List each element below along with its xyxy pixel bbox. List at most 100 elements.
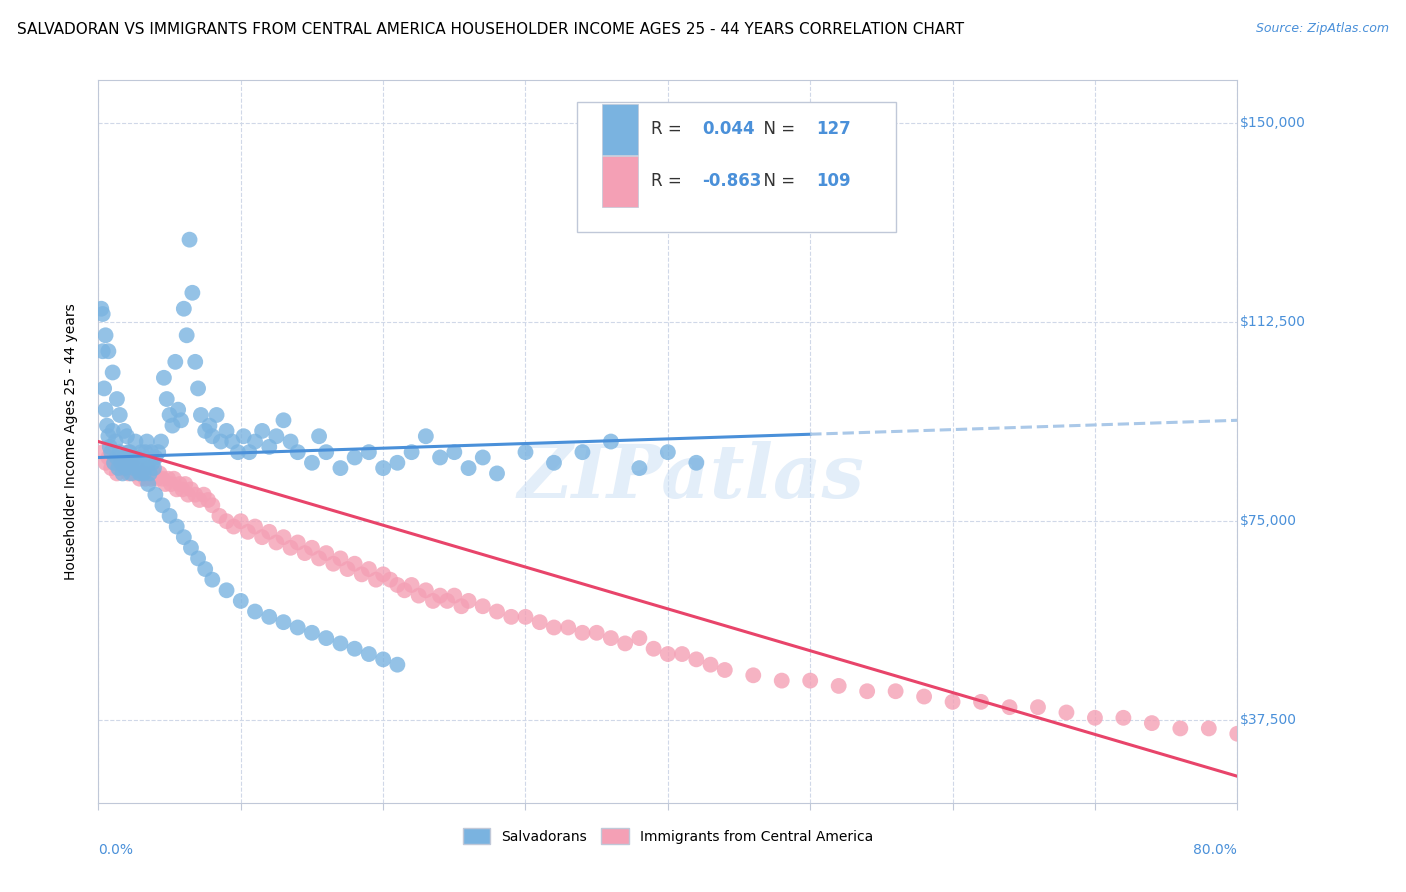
Point: [91, 445, 114, 459]
Point: [97, 450, 120, 465]
Point: [136, 477, 159, 491]
Point: [232, 429, 254, 443]
Point: [970, 695, 993, 709]
Text: SALVADORAN VS IMMIGRANTS FROM CENTRAL AMERICA HOUSEHOLDER INCOME AGES 25 - 44 YE: SALVADORAN VS IMMIGRANTS FROM CENTRAL AM…: [17, 22, 965, 37]
Point: [131, 456, 153, 470]
Point: [149, 467, 172, 481]
Point: [153, 371, 176, 385]
Point: [184, 488, 207, 502]
Point: [742, 668, 765, 682]
Point: [343, 641, 366, 656]
Point: [163, 472, 186, 486]
Point: [124, 456, 146, 470]
Point: [884, 684, 907, 698]
Point: [139, 472, 162, 486]
Point: [912, 690, 935, 704]
Text: Source: ZipAtlas.com: Source: ZipAtlas.com: [1256, 22, 1389, 36]
Point: [197, 493, 219, 508]
Text: N =: N =: [754, 120, 800, 138]
Point: [1084, 711, 1107, 725]
Point: [273, 615, 295, 630]
Point: [156, 392, 179, 406]
Text: $75,000: $75,000: [1240, 514, 1296, 528]
Text: 127: 127: [815, 120, 851, 138]
Point: [132, 467, 155, 481]
Point: [387, 657, 409, 672]
Point: [315, 631, 337, 645]
Point: [215, 424, 238, 438]
Point: [394, 583, 416, 598]
Point: [308, 551, 330, 566]
Text: 109: 109: [815, 172, 851, 190]
Point: [94, 402, 117, 417]
Point: [131, 467, 153, 481]
Point: [628, 461, 651, 475]
Text: 0.044: 0.044: [702, 120, 755, 138]
Point: [600, 434, 623, 449]
Point: [315, 546, 337, 560]
Point: [90, 301, 112, 316]
Point: [770, 673, 793, 688]
Point: [142, 461, 165, 475]
Point: [114, 461, 136, 475]
Point: [181, 285, 204, 300]
Point: [121, 450, 143, 465]
Point: [98, 440, 121, 454]
Point: [998, 700, 1021, 714]
Point: [266, 535, 288, 549]
Point: [628, 631, 651, 645]
Point: [129, 445, 152, 459]
Point: [201, 498, 224, 512]
Point: [129, 467, 152, 481]
Point: [136, 456, 159, 470]
Point: [120, 467, 142, 481]
Point: [329, 636, 352, 650]
Point: [429, 589, 451, 603]
Point: [229, 594, 252, 608]
Point: [280, 434, 302, 449]
Point: [128, 467, 150, 481]
Point: [174, 477, 197, 491]
Point: [108, 445, 131, 459]
Point: [91, 307, 114, 321]
Point: [308, 429, 330, 443]
Point: [243, 519, 266, 533]
Point: [856, 684, 879, 698]
Point: [155, 477, 177, 491]
Point: [120, 456, 142, 470]
Point: [112, 450, 135, 465]
Point: [118, 456, 141, 470]
Point: [243, 605, 266, 619]
Point: [657, 647, 679, 661]
Point: [103, 456, 125, 470]
Point: [118, 445, 141, 459]
Point: [176, 328, 198, 343]
FancyBboxPatch shape: [576, 102, 896, 232]
Point: [350, 567, 373, 582]
FancyBboxPatch shape: [602, 104, 638, 154]
Point: [139, 445, 162, 459]
Point: [122, 461, 145, 475]
Point: [115, 429, 138, 443]
Point: [1170, 722, 1192, 736]
Point: [942, 695, 965, 709]
Point: [329, 461, 352, 475]
Point: [229, 514, 252, 528]
Point: [387, 578, 409, 592]
Point: [600, 631, 623, 645]
Point: [259, 440, 281, 454]
Point: [380, 573, 402, 587]
Point: [180, 541, 202, 555]
Point: [373, 567, 395, 582]
Point: [166, 483, 188, 497]
Point: [173, 301, 195, 316]
Point: [173, 530, 195, 544]
Point: [236, 524, 259, 539]
Point: [125, 450, 148, 465]
Point: [188, 493, 211, 508]
Text: ZIPatlas: ZIPatlas: [517, 442, 865, 514]
Point: [194, 424, 217, 438]
Point: [101, 366, 124, 380]
Point: [141, 456, 163, 470]
Point: [343, 557, 366, 571]
